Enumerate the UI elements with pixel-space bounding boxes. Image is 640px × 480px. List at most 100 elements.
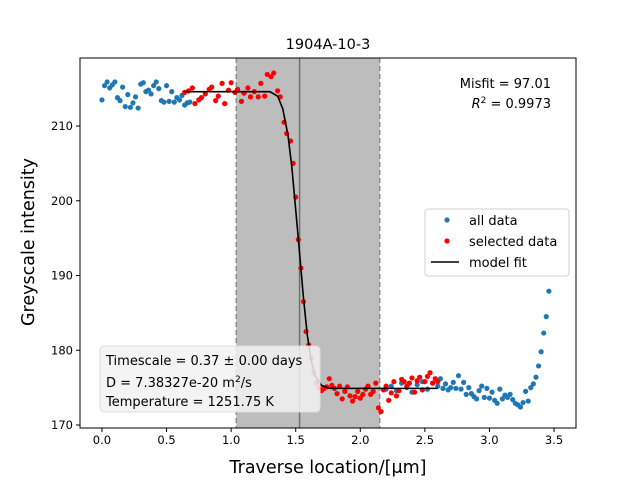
diffusivity-unit: /s (241, 376, 252, 391)
all-data-point (440, 385, 446, 391)
all-data-point (466, 385, 472, 391)
all-data-point (435, 383, 441, 389)
selected-data-point (430, 380, 436, 386)
all-data-point (130, 100, 136, 106)
selected-data-point (347, 393, 353, 399)
x-tick-label: 3.0 (480, 433, 498, 447)
all-data-point (120, 84, 126, 90)
all-data-point (187, 99, 193, 105)
timescale-text: Timescale = 0.37 ± 0.00 days (105, 354, 303, 369)
x-tick-label: 1.0 (222, 433, 240, 447)
selected-data-point (378, 408, 384, 415)
all-data-point (463, 391, 469, 397)
selected-data-point (228, 80, 234, 86)
info-box-background (99, 345, 321, 413)
selected-data-point (383, 383, 389, 389)
all-data-point (481, 394, 487, 400)
selected-data-point (255, 94, 261, 100)
all-data-point (533, 374, 539, 380)
all-data-point (494, 400, 500, 406)
selected-data-point (375, 405, 381, 411)
all-data-point (140, 80, 146, 86)
diffusivity-superscript: 2 (235, 375, 241, 385)
all-data-point (510, 397, 516, 403)
selected-data-point (334, 391, 340, 397)
plot-frame (79, 57, 577, 429)
all-data-point (517, 404, 524, 410)
legend-label-selected-data: selected data (469, 235, 557, 250)
diffusivity-value: D = 7.38327e-20 m (106, 376, 235, 391)
chart-title: 1904A-10-3 (286, 37, 371, 53)
all-data-point (161, 99, 167, 105)
all-data-point (538, 349, 544, 355)
selected-data-point (365, 383, 371, 389)
selected-data-point (198, 95, 205, 101)
selected-data-point (373, 380, 379, 386)
all-data-point (530, 381, 536, 387)
selected-data-point (417, 374, 423, 380)
r-squared-value: = 0.9973 (486, 97, 551, 112)
r-squared-symbol: R (472, 97, 481, 112)
all-data-point (388, 383, 394, 389)
selected-data-point (342, 388, 348, 394)
selected-data-point (258, 80, 264, 87)
all-data-point (453, 385, 459, 391)
all-data-point (117, 98, 123, 104)
r-squared-superscript: 2 (481, 96, 487, 106)
all-data-point (169, 89, 175, 95)
all-data-point (101, 83, 108, 89)
legend-label-all-data: all data (469, 214, 518, 229)
x-axis-label: Traverse location/[μm] (229, 458, 427, 478)
selected-data-point (339, 396, 345, 402)
selected-data-point (393, 393, 400, 399)
selected-data-point (271, 70, 277, 76)
all-data-point (476, 388, 482, 394)
selected-data-point (238, 98, 245, 104)
selected-data-point (435, 379, 441, 385)
selected-data-point (189, 85, 195, 91)
all-data-point (525, 398, 531, 404)
all-data-point (535, 363, 542, 369)
legend-marker-selected-data (444, 238, 450, 244)
selected-data-point (222, 101, 228, 107)
all-data-point (461, 379, 467, 385)
all-data-point (104, 79, 110, 85)
all-data-point (489, 389, 495, 395)
selected-data-point (427, 370, 433, 376)
all-data-point (473, 396, 480, 402)
selected-data-point (349, 398, 356, 404)
selected-data-point (275, 88, 281, 94)
all-data-point (153, 79, 159, 85)
selected-data-point (355, 388, 361, 394)
selected-data-point (215, 93, 221, 99)
selected-data-point (247, 94, 254, 100)
selected-data-point (391, 379, 397, 385)
y-tick-label: 190 (51, 269, 73, 283)
selected-data-point (268, 74, 274, 80)
selected-data-point (192, 101, 198, 107)
all-data-point (112, 79, 118, 85)
all-data-point (523, 388, 529, 394)
all-data-point (442, 381, 449, 387)
legend: all data selected data model fit (424, 208, 570, 277)
selected-data-point (352, 394, 358, 400)
all-data-point (541, 330, 547, 336)
all-data-point (479, 383, 485, 389)
all-data-point (122, 103, 128, 110)
selected-data-point (401, 379, 407, 385)
y-tick-label: 210 (51, 119, 73, 133)
selected-data-point (396, 388, 402, 394)
r-squared-text: R2 = 0.9973 (472, 96, 551, 112)
all-data-point (499, 396, 505, 402)
selected-data-point (388, 390, 394, 396)
all-data-point (455, 373, 462, 379)
x-tick-label: 3.5 (545, 433, 563, 447)
temperature-text: Temperature = 1251.75 K (105, 395, 274, 410)
all-data-point (450, 379, 456, 385)
x-tick-label: 2.5 (416, 433, 434, 447)
selected-data-point (209, 84, 215, 90)
selected-data-point (357, 395, 363, 401)
info-box: Timescale = 0.37 ± 0.00 days D = 7.38327… (99, 345, 321, 413)
y-tick-label: 180 (51, 343, 73, 357)
x-tick-label: 1.5 (287, 433, 305, 447)
